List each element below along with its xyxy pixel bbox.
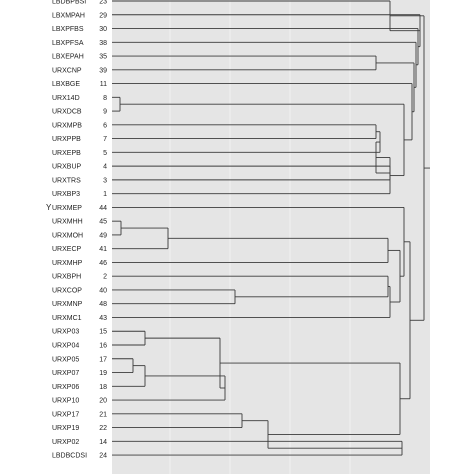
leaf-label: URXP02 (52, 439, 79, 446)
leaf-label: URXP05 (52, 356, 79, 363)
leaf-number: 2 (103, 274, 107, 281)
leaf-number: 22 (99, 425, 107, 432)
leaf-number: 7 (103, 136, 107, 143)
plot-area (112, 0, 430, 474)
leaf-label: URXMOH (52, 232, 83, 239)
leaf-label: URXPPB (52, 136, 81, 143)
leaf-label: URXP06 (52, 384, 79, 391)
leaf-label: LBXPFSA (52, 40, 84, 47)
leaf-label: URXMEP (52, 205, 82, 212)
leaf-number: 45 (99, 219, 107, 226)
leaf-label: URXP17 (52, 411, 79, 418)
dendrogram-links (112, 0, 430, 456)
leaf-label: URXTRS (52, 177, 81, 184)
leaf-label: URXEPB (52, 150, 81, 157)
leaf-number: 23 (99, 0, 107, 6)
leaf-number: 1 (103, 191, 107, 198)
leaf-number: 14 (99, 439, 107, 446)
leaf-number: 29 (99, 12, 107, 19)
leaf-label: URXBP3 (52, 191, 80, 198)
leaf-number: 19 (99, 370, 107, 377)
leaf-label: LBDBPBSI (52, 0, 86, 6)
leaf-number: 49 (99, 232, 107, 239)
y-axis-label: Y (46, 203, 52, 212)
leaf-label: LBXBGE (52, 81, 80, 88)
leaf-number: 5 (103, 150, 107, 157)
leaf-label: URXP10 (52, 398, 79, 405)
leaf-number: 40 (99, 287, 107, 294)
leaf-label: URXP19 (52, 425, 79, 432)
grid-lines (169, 0, 351, 474)
leaf-label: URXCOP (52, 287, 82, 294)
leaf-number: 9 (103, 109, 107, 116)
leaf-label: URXP03 (52, 329, 79, 336)
leaf-label: LBXEPAH (52, 54, 84, 61)
leaf-label: LBXPFBS (52, 26, 84, 33)
leaf-label: URXMNP (52, 301, 83, 308)
leaf-number: 48 (99, 301, 107, 308)
leaf-label: URXBPH (52, 274, 81, 281)
leaf-label: URXCNP (52, 67, 82, 74)
leaf-label: URXP04 (52, 343, 79, 350)
leaf-number: 24 (99, 453, 107, 460)
leaf-number: 44 (99, 205, 107, 212)
leaf-number: 39 (99, 67, 107, 74)
leaf-number: 30 (99, 26, 107, 33)
leaf-label: URX14D (52, 95, 80, 102)
leaf-number: 41 (99, 246, 107, 253)
leaf-number: 15 (99, 329, 107, 336)
leaf-number: 18 (99, 384, 107, 391)
leaf-number: 11 (100, 81, 107, 88)
leaf-number: 17 (99, 356, 107, 363)
leaf-label: URXMHH (52, 219, 83, 226)
leaf-label: URXMC1 (52, 315, 82, 322)
leaf-number: 8 (103, 95, 107, 102)
leaf-number: 46 (99, 260, 107, 267)
leaf-number: 16 (99, 343, 107, 350)
leaf-label: URXECP (52, 246, 82, 253)
leaf-label: URXMHP (52, 260, 83, 267)
leaf-label: URXP07 (52, 370, 79, 377)
leaf-number: 4 (103, 164, 107, 171)
leaf-number: 21 (99, 411, 107, 418)
leaf-number: 35 (99, 54, 107, 61)
leaf-number: 6 (103, 122, 107, 129)
leaf-label: URXMPB (52, 122, 82, 129)
leaf-number: 43 (99, 315, 107, 322)
leaf-number: 38 (99, 40, 107, 47)
leaf-label: URXBUP (52, 164, 82, 171)
leaf-number: 20 (99, 398, 107, 405)
leaf-label: LBXMPAH (52, 12, 85, 19)
leaf-number: 3 (103, 177, 107, 184)
leaf-label: LBDBCDSI (52, 453, 87, 460)
leaf-label: URXDCB (52, 109, 82, 116)
